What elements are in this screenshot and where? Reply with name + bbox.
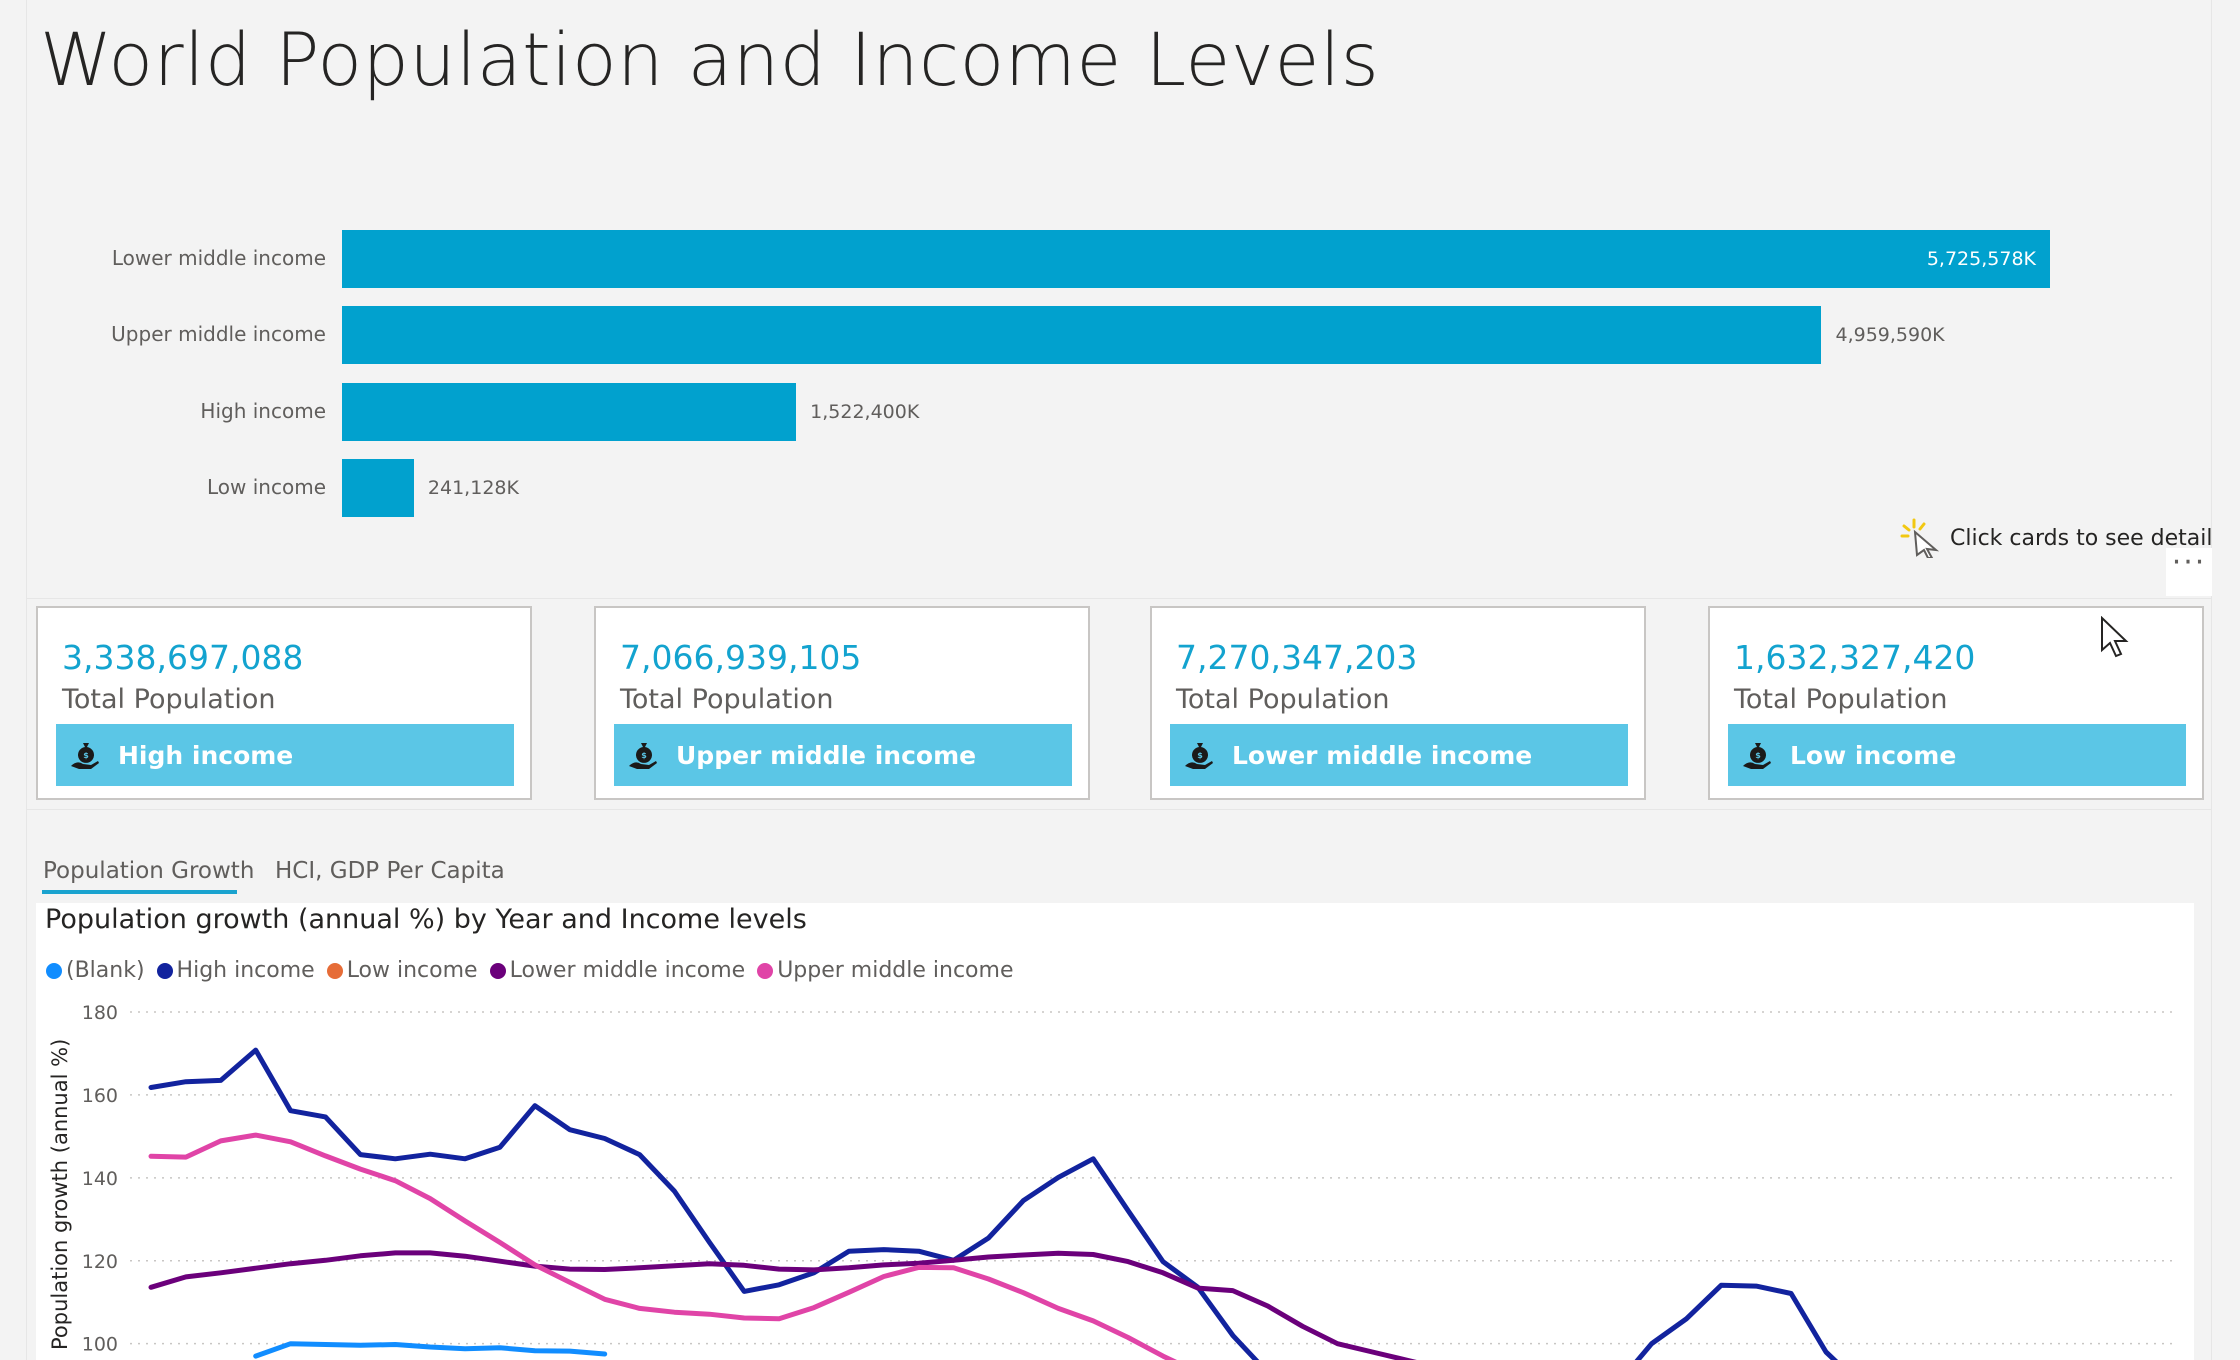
sparkle-cursor-icon	[1900, 518, 1940, 558]
legend-item-blank[interactable]: (Blank)	[46, 958, 145, 983]
card-upper-middle-income[interactable]: 7,066,939,105 Total Population $ Upper m…	[594, 606, 1090, 800]
income-button-high[interactable]: $ High income	[56, 724, 514, 786]
bar-value-label: 4,959,590K	[1835, 324, 1945, 346]
bar-category-label: High income	[200, 399, 326, 423]
card-total-number: 1,632,327,420	[1734, 638, 1976, 677]
legend-dot	[46, 962, 62, 979]
legend-label: High income	[176, 958, 315, 983]
legend-dot	[757, 962, 774, 979]
card-total-number: 3,338,697,088	[62, 638, 304, 677]
bar-value-label: 241,128K	[427, 477, 519, 499]
card-label: Total Population	[1734, 684, 1948, 715]
bar-category-label: Upper middle income	[111, 322, 326, 346]
series-line-lower-middle-income[interactable]	[148, 1250, 2175, 1360]
bar-value-label: 5,725,578K	[1926, 248, 2036, 270]
income-button-upper-middle[interactable]: $ Upper middle income	[614, 724, 1072, 786]
tab-hci-gdp-per-capita[interactable]: HCI, GDP Per Capita	[275, 858, 505, 884]
legend-dot	[326, 962, 343, 979]
svg-text:$: $	[1755, 751, 1761, 760]
bar-high-income[interactable]	[342, 383, 797, 441]
line-chart-panel	[36, 903, 2194, 1360]
mouse-pointer-icon	[2101, 616, 2129, 658]
bar-low-income[interactable]	[342, 459, 414, 517]
click-hint: Click cards to see detail	[1900, 518, 2213, 558]
y-tick-label: 100	[82, 1334, 118, 1356]
page-title: World Population and Income Levels	[40, 18, 1380, 103]
legend-label: Upper middle income	[777, 958, 1014, 983]
card-high-income[interactable]: 3,338,697,088 Total Population $ High in…	[36, 606, 532, 800]
click-hint-text: Click cards to see detail	[1950, 525, 2213, 551]
income-button-label: High income	[118, 740, 294, 770]
money-bag-hand-icon: $	[1743, 743, 1771, 769]
income-button-label: Low income	[1790, 740, 1957, 770]
tab-population-growth[interactable]: Population Growth	[43, 858, 255, 884]
legend-item-lower-middle-income[interactable]: Lower middle income	[489, 958, 746, 983]
legend-item-high-income[interactable]: High income	[156, 958, 315, 983]
card-total-number: 7,270,347,203	[1176, 638, 1418, 677]
bar-category-label: Low income	[207, 475, 326, 499]
bar-value-label: 1,522,400K	[810, 401, 920, 423]
svg-text:$: $	[83, 751, 89, 760]
income-button-label: Upper middle income	[676, 740, 977, 770]
income-button-label: Lower middle income	[1232, 740, 1533, 770]
card-total-number: 7,066,939,105	[620, 638, 862, 677]
legend-label: (Blank)	[66, 958, 145, 983]
bar-lower-middle-income[interactable]	[342, 230, 2050, 288]
card-low-income[interactable]: 1,632,327,420 Total Population $ Low inc…	[1708, 606, 2204, 800]
line-chart-legend: (Blank) High income Low income Lower mid…	[46, 958, 1013, 983]
card-label: Total Population	[62, 684, 276, 715]
legend-label: Low income	[346, 958, 478, 983]
more-options-button[interactable]: ···	[2166, 548, 2212, 596]
legend-dot	[156, 962, 173, 979]
legend-dot	[489, 962, 506, 979]
card-label: Total Population	[1176, 684, 1390, 715]
population-bar-chart: Lower middle income 5,725,578K Upper middl…	[0, 0, 2240, 560]
money-bag-hand-icon: $	[1185, 743, 1213, 769]
line-chart-title: Population growth (annual %) by Year and…	[45, 904, 807, 935]
bar-category-label: Lower middle income	[111, 246, 326, 270]
income-button-low[interactable]: $ Low income	[1728, 724, 2186, 786]
legend-item-upper-middle-income[interactable]: Upper middle income	[757, 958, 1013, 983]
y-tick-label: 120	[82, 1251, 118, 1273]
money-bag-hand-icon: $	[629, 743, 657, 769]
legend-item-low-income[interactable]: Low income	[326, 958, 478, 983]
svg-text:$: $	[1197, 751, 1203, 760]
money-bag-hand-icon: $	[71, 743, 99, 769]
card-label: Total Population	[620, 684, 834, 715]
card-lower-middle-income[interactable]: 7,270,347,203 Total Population $ Lower m…	[1150, 606, 1646, 800]
bar-upper-middle-income[interactable]	[342, 306, 1822, 364]
svg-text:$: $	[641, 751, 647, 760]
series-line-blank[interactable]	[253, 1341, 608, 1359]
y-tick-label: 140	[82, 1168, 118, 1190]
y-tick-label: 180	[82, 1002, 118, 1024]
active-tab-indicator	[42, 890, 237, 894]
legend-label: Lower middle income	[509, 958, 746, 983]
series-line-upper-middle-income[interactable]	[148, 1132, 2175, 1360]
series-line-high-income[interactable]	[148, 1047, 2175, 1360]
y-tick-label: 160	[82, 1085, 118, 1107]
income-button-lower-middle[interactable]: $ Lower middle income	[1170, 724, 1628, 786]
